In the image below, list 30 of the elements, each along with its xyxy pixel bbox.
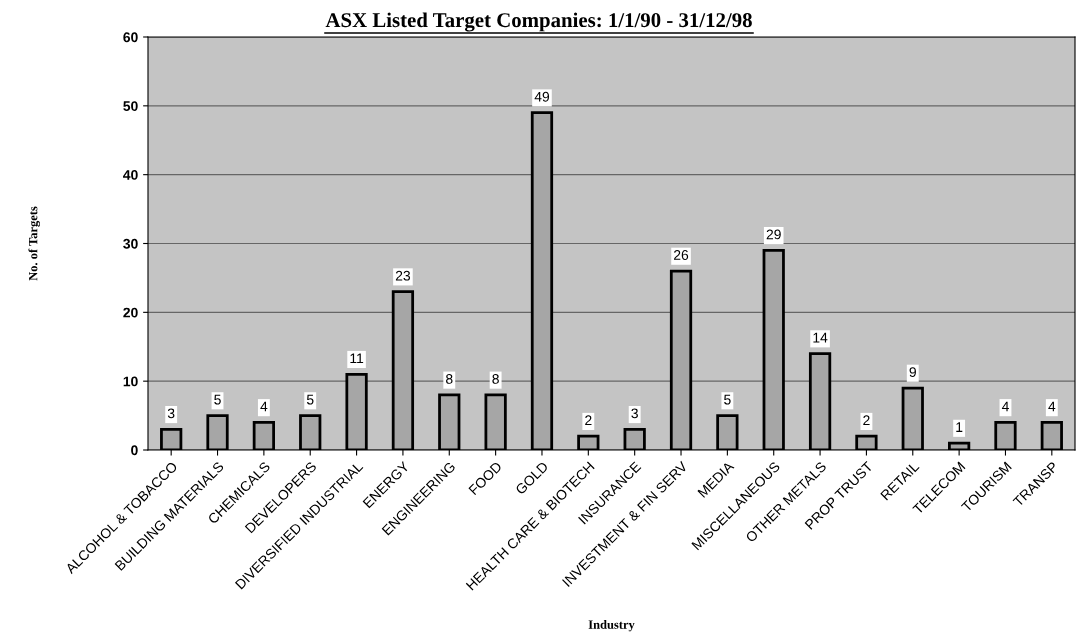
data-label: 26 xyxy=(674,250,689,260)
y-tick-label: 10 xyxy=(123,376,138,387)
data-label: 4 xyxy=(1001,401,1009,412)
data-label: 3 xyxy=(167,408,175,419)
data-label: 8 xyxy=(446,374,453,384)
data-label: 49 xyxy=(534,91,550,102)
data-label: 14 xyxy=(813,332,828,343)
data-label: 29 xyxy=(766,229,781,240)
data-label: 23 xyxy=(395,270,411,281)
data-label: 1 xyxy=(956,422,963,432)
data-label: 5 xyxy=(214,394,221,405)
data-label: 11 xyxy=(350,353,364,364)
y-tick-label: 60 xyxy=(123,32,138,43)
data-label: 4 xyxy=(1048,401,1056,412)
x-axis-title: Industry xyxy=(588,620,635,632)
data-label: 8 xyxy=(492,374,499,384)
y-tick-label: 50 xyxy=(123,101,138,111)
y-tick-label: 0 xyxy=(131,445,138,456)
y-axis-title: No. of Targets xyxy=(28,206,40,281)
data-label: 2 xyxy=(863,415,870,426)
y-tick-label: 20 xyxy=(123,307,138,318)
data-label: 5 xyxy=(306,394,314,405)
data-label: 4 xyxy=(260,401,268,412)
y-tick-label: 30 xyxy=(123,238,138,249)
data-label: 3 xyxy=(631,408,638,419)
data-label: 2 xyxy=(585,415,592,426)
data-label: 9 xyxy=(909,367,916,377)
chart-title: ASX Listed Target Companies: 1/1/90 - 31/12/98 xyxy=(325,12,752,32)
y-tick-label: 40 xyxy=(123,170,138,180)
data-label: 5 xyxy=(724,394,731,405)
